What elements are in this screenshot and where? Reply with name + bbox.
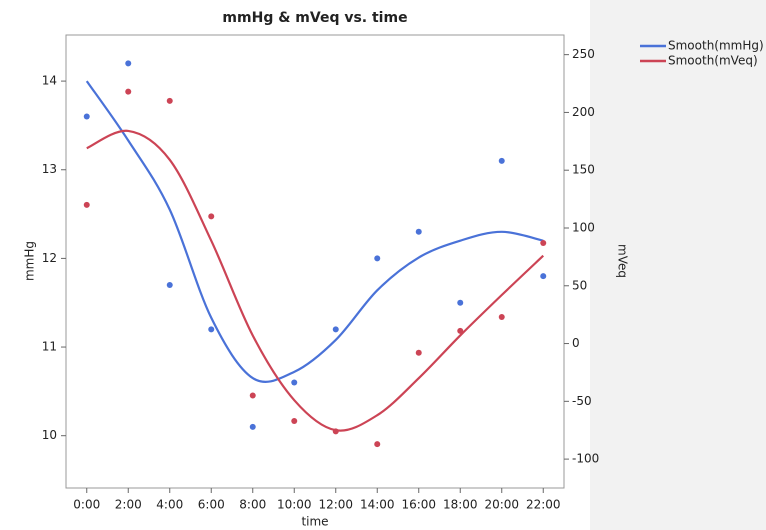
plot-area [65, 34, 565, 489]
y-axis-label: mmHg [23, 241, 37, 281]
x-tick-label: 0:00 [73, 498, 100, 512]
data-point [332, 326, 339, 333]
data-point [291, 379, 298, 386]
y2-axis-label: mVeq [616, 244, 630, 278]
data-point [415, 349, 422, 356]
y2-tick-label: -100 [572, 452, 599, 466]
x-axis-label: time [301, 515, 328, 529]
legend-label: Smooth(mmHg) [668, 39, 764, 53]
x-tick-label: 10:00 [277, 498, 312, 512]
data-point [83, 201, 90, 208]
x-tick-label: 8:00 [239, 498, 266, 512]
data-point [457, 327, 464, 334]
y2-tick-label: 0 [572, 336, 580, 350]
y-tick-label: 12 [42, 251, 57, 265]
data-point [249, 423, 256, 430]
x-tick-label: 22:00 [526, 498, 561, 512]
x-tick-label: 12:00 [318, 498, 353, 512]
x-tick-label: 16:00 [401, 498, 436, 512]
data-point [125, 60, 132, 67]
data-point [125, 88, 132, 95]
data-point [166, 281, 173, 288]
chart-title: mmHg & mVeq vs. time [222, 10, 407, 26]
data-point [374, 441, 381, 448]
x-tick-label: 6:00 [198, 498, 225, 512]
data-point [249, 392, 256, 399]
data-point [208, 213, 215, 220]
x-tick-label: 20:00 [484, 498, 519, 512]
data-point [415, 228, 422, 235]
data-point [498, 157, 505, 164]
y2-tick-label: 250 [572, 47, 595, 61]
data-point [498, 313, 505, 320]
y-tick-label: 14 [42, 74, 57, 88]
data-point [208, 326, 215, 333]
data-point [166, 97, 173, 104]
y2-tick-label: 100 [572, 220, 595, 234]
x-tick-label: 2:00 [115, 498, 142, 512]
y-tick-label: 13 [42, 162, 57, 176]
smooth-line [85, 80, 544, 383]
legend-panel [590, 0, 766, 530]
y2-tick-label: 50 [572, 278, 587, 292]
x-tick-label: 4:00 [156, 498, 183, 512]
x-tick-label: 14:00 [360, 498, 395, 512]
data-point [540, 273, 547, 280]
data-point [540, 240, 547, 247]
data-point [332, 428, 339, 435]
y2-tick-label: 150 [572, 163, 595, 177]
data-point [83, 113, 90, 120]
smooth-line [86, 129, 545, 432]
y2-tick-label: -50 [572, 394, 592, 408]
data-point [374, 255, 381, 262]
data-point [457, 299, 464, 306]
y-tick-label: 11 [42, 340, 57, 354]
data-point [291, 417, 298, 424]
legend-label: Smooth(mVeq) [668, 54, 758, 68]
y-tick-label: 10 [42, 428, 57, 442]
x-tick-label: 18:00 [443, 498, 478, 512]
y2-tick-label: 200 [572, 105, 595, 119]
